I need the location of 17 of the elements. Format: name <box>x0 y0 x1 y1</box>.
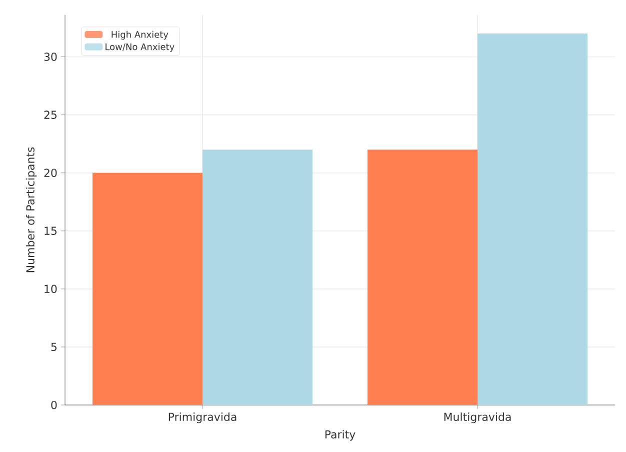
x-tick-label: Multigravida <box>444 412 511 424</box>
bar <box>368 150 478 405</box>
x-axis-title: Parity <box>325 430 356 441</box>
y-tick-label: 30 <box>44 52 57 61</box>
y-tick-label: 25 <box>44 110 57 119</box>
y-tick-label: 10 <box>44 284 57 294</box>
legend-label: Low/No Anxiety <box>106 43 174 52</box>
y-tick-label: 0 <box>51 400 57 410</box>
bar <box>202 150 313 405</box>
y-tick-label: 20 <box>44 168 57 178</box>
y-tick-label: 5 <box>51 342 57 352</box>
legend-label: High Anxiety <box>112 30 168 40</box>
x-tick-label: Primigravida <box>168 412 236 424</box>
bar <box>478 34 588 405</box>
bar <box>92 172 203 405</box>
y-tick-label: 15 <box>44 226 57 235</box>
y-axis-title: Number of Participants <box>26 147 37 272</box>
